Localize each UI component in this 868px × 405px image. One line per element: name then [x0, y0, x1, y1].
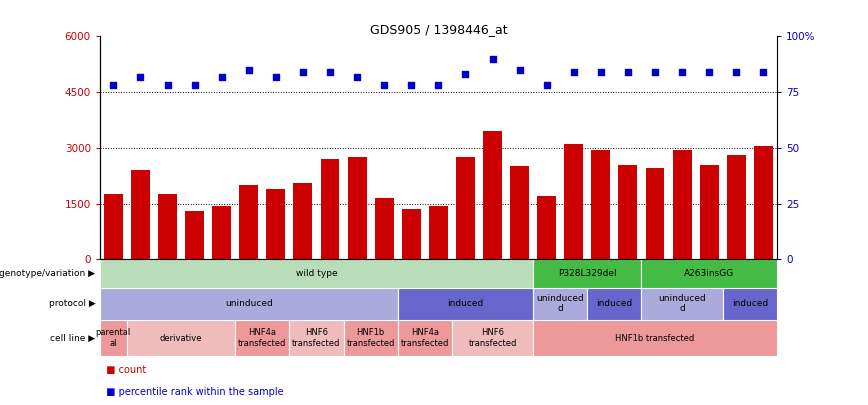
Bar	[429, 206, 448, 259]
Bar	[398, 320, 452, 356]
Title: GDS905 / 1398446_at: GDS905 / 1398446_at	[370, 23, 507, 36]
Point	[648, 69, 662, 75]
Text: parental
al: parental al	[95, 328, 131, 348]
Bar	[212, 207, 231, 259]
Point	[729, 69, 743, 75]
Bar	[618, 164, 637, 259]
Bar	[100, 288, 398, 320]
Bar	[293, 183, 312, 259]
Point	[404, 82, 418, 89]
Bar	[131, 170, 150, 259]
Text: induced: induced	[447, 299, 483, 308]
Bar	[641, 259, 777, 288]
Bar	[646, 168, 665, 259]
Point	[485, 55, 499, 62]
Point	[323, 69, 337, 75]
Point	[621, 69, 635, 75]
Text: uninduced: uninduced	[225, 299, 273, 308]
Bar	[158, 194, 177, 259]
Text: ■ count: ■ count	[100, 364, 146, 375]
Bar	[753, 146, 773, 259]
Point	[214, 73, 228, 80]
Bar	[533, 259, 641, 288]
Bar	[510, 166, 529, 259]
Point	[187, 82, 201, 89]
Point	[296, 69, 310, 75]
Text: derivative: derivative	[160, 334, 202, 343]
Point	[675, 69, 689, 75]
Bar	[700, 164, 719, 259]
Bar	[591, 150, 610, 259]
Text: HNF1b transfected: HNF1b transfected	[615, 334, 694, 343]
Bar	[344, 320, 398, 356]
Point	[513, 67, 527, 73]
Point	[269, 73, 283, 80]
Bar	[266, 189, 286, 259]
Text: HNF4a
transfected: HNF4a transfected	[401, 328, 449, 348]
Point	[242, 67, 256, 73]
Point	[378, 82, 391, 89]
Bar	[533, 320, 777, 356]
Bar	[588, 288, 641, 320]
Bar	[289, 320, 344, 356]
Point	[756, 69, 770, 75]
Text: protocol ▶: protocol ▶	[49, 299, 95, 308]
Point	[594, 69, 608, 75]
Text: HNF1b
transfected: HNF1b transfected	[346, 328, 395, 348]
Text: HNF4a
transfected: HNF4a transfected	[238, 328, 286, 348]
Point	[161, 82, 174, 89]
Bar	[235, 320, 289, 356]
Text: genotype/variation ▶: genotype/variation ▶	[0, 269, 95, 278]
Bar	[240, 185, 259, 259]
Point	[702, 69, 716, 75]
Text: HNF6
transfected: HNF6 transfected	[469, 328, 516, 348]
Bar	[398, 288, 533, 320]
Bar	[723, 288, 777, 320]
Text: A263insGG: A263insGG	[684, 269, 734, 278]
Bar	[456, 157, 475, 259]
Point	[431, 82, 445, 89]
Text: P328L329del: P328L329del	[558, 269, 616, 278]
Point	[567, 69, 581, 75]
Point	[540, 82, 554, 89]
Bar	[127, 320, 235, 356]
Text: cell line ▶: cell line ▶	[50, 334, 95, 343]
Bar	[727, 155, 746, 259]
Text: induced: induced	[596, 299, 633, 308]
Text: HNF6
transfected: HNF6 transfected	[293, 328, 340, 348]
Bar	[320, 159, 339, 259]
Text: uninduced
d: uninduced d	[658, 294, 706, 313]
Bar	[452, 320, 533, 356]
Bar	[533, 288, 588, 320]
Bar	[483, 131, 502, 259]
Bar	[104, 194, 123, 259]
Point	[107, 82, 121, 89]
Bar	[347, 157, 366, 259]
Text: uninduced
d: uninduced d	[536, 294, 584, 313]
Bar	[537, 196, 556, 259]
Bar	[100, 259, 533, 288]
Bar	[100, 320, 127, 356]
Text: induced: induced	[732, 299, 768, 308]
Point	[134, 73, 148, 80]
Point	[458, 71, 472, 78]
Bar	[375, 198, 394, 259]
Bar	[641, 288, 723, 320]
Text: wild type: wild type	[296, 269, 338, 278]
Bar	[564, 144, 583, 259]
Bar	[185, 211, 204, 259]
Bar	[673, 150, 692, 259]
Bar	[402, 209, 421, 259]
Point	[350, 73, 364, 80]
Text: ■ percentile rank within the sample: ■ percentile rank within the sample	[100, 387, 284, 397]
